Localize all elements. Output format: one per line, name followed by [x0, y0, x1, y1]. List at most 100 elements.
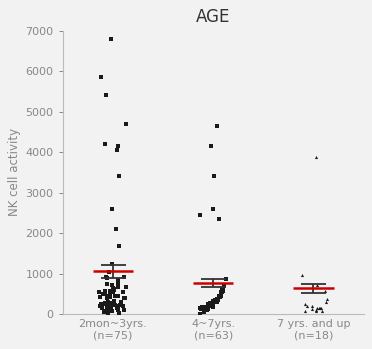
- Point: [107, 294, 113, 300]
- Y-axis label: NK cell activity: NK cell activity: [8, 128, 21, 216]
- Point: [108, 291, 113, 297]
- Point: [209, 303, 215, 309]
- Point: [97, 295, 103, 300]
- Point: [104, 281, 110, 287]
- Point: [116, 243, 122, 248]
- Point: [116, 174, 122, 179]
- Point: [201, 309, 207, 314]
- Point: [212, 299, 218, 305]
- Point: [104, 295, 110, 300]
- Point: [114, 305, 120, 311]
- Point: [213, 297, 219, 303]
- Point: [218, 294, 224, 299]
- Point: [208, 303, 214, 309]
- Point: [212, 298, 218, 304]
- Point: [116, 311, 122, 316]
- Point: [119, 303, 125, 309]
- Point: [115, 304, 121, 309]
- Point: [109, 309, 115, 314]
- Point: [110, 289, 116, 295]
- Point: [106, 306, 112, 311]
- Point: [199, 305, 205, 310]
- Point: [318, 305, 324, 311]
- Point: [109, 261, 115, 266]
- Point: [115, 277, 121, 283]
- Point: [205, 302, 211, 307]
- Point: [103, 93, 109, 98]
- Point: [219, 287, 225, 292]
- Point: [205, 306, 211, 312]
- Point: [323, 299, 329, 305]
- Point: [103, 308, 109, 313]
- Point: [110, 285, 116, 291]
- Point: [322, 288, 328, 294]
- Point: [115, 307, 121, 312]
- Point: [197, 311, 203, 316]
- Point: [100, 291, 106, 297]
- Title: AGE: AGE: [196, 8, 230, 26]
- Point: [115, 143, 121, 149]
- Point: [304, 303, 310, 309]
- Point: [114, 147, 120, 153]
- Point: [219, 289, 225, 295]
- Point: [213, 297, 219, 303]
- Point: [210, 206, 216, 212]
- Point: [106, 294, 112, 299]
- Point: [211, 174, 217, 179]
- Point: [197, 306, 203, 311]
- Point: [203, 305, 209, 310]
- Point: [214, 297, 220, 302]
- Point: [112, 293, 118, 299]
- Point: [112, 302, 118, 308]
- Point: [197, 212, 203, 218]
- Point: [112, 294, 118, 299]
- Point: [302, 302, 308, 307]
- Point: [102, 289, 108, 294]
- Point: [105, 311, 111, 316]
- Point: [217, 294, 223, 299]
- Point: [202, 307, 208, 312]
- Point: [205, 304, 211, 310]
- Point: [204, 306, 210, 312]
- Point: [121, 295, 127, 301]
- Point: [103, 274, 109, 280]
- Point: [216, 216, 222, 222]
- Point: [96, 289, 102, 295]
- Point: [97, 74, 103, 80]
- Point: [102, 291, 108, 297]
- Point: [109, 302, 115, 307]
- Point: [220, 289, 226, 294]
- Point: [109, 282, 115, 288]
- Point: [104, 294, 110, 300]
- Point: [104, 300, 110, 306]
- Point: [102, 141, 108, 147]
- Point: [105, 299, 111, 305]
- Point: [324, 296, 330, 302]
- Point: [198, 306, 204, 312]
- Point: [98, 302, 104, 307]
- Point: [210, 298, 216, 304]
- Point: [203, 304, 209, 310]
- Point: [123, 284, 129, 290]
- Point: [313, 308, 319, 313]
- Point: [104, 305, 110, 310]
- Point: [313, 307, 319, 313]
- Point: [108, 307, 114, 313]
- Point: [223, 276, 229, 281]
- Point: [207, 301, 213, 306]
- Point: [111, 298, 117, 304]
- Point: [207, 302, 213, 308]
- Point: [102, 309, 108, 315]
- Point: [215, 296, 221, 302]
- Point: [210, 302, 216, 307]
- Point: [112, 302, 118, 307]
- Point: [123, 121, 129, 127]
- Point: [108, 303, 114, 309]
- Point: [106, 269, 112, 274]
- Point: [115, 284, 121, 290]
- Point: [219, 289, 225, 295]
- Point: [214, 123, 220, 129]
- Point: [314, 305, 320, 311]
- Point: [114, 303, 120, 309]
- Point: [218, 293, 224, 298]
